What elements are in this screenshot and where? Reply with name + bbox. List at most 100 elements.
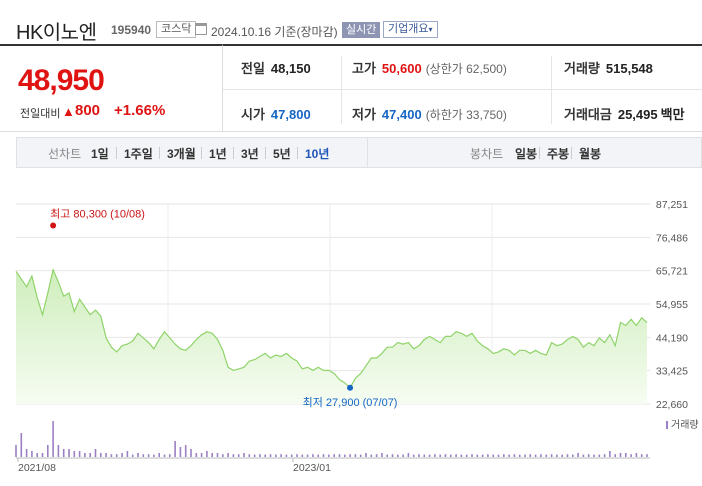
- volume-bar: [646, 454, 648, 457]
- volume-bar: [169, 454, 171, 457]
- volume-bar: [359, 454, 362, 457]
- volume-bar: [556, 454, 558, 457]
- volume-bar: [614, 454, 616, 457]
- live-quote-button[interactable]: 실시간: [342, 22, 381, 38]
- volume-bar: [587, 454, 590, 457]
- volume-bar: [62, 449, 65, 457]
- price-stats: 전일 48,150 고가 50,600 (상한가 62,500) 거래량 515,548…: [223, 44, 702, 132]
- tab-monthly[interactable]: 월봉: [579, 147, 602, 161]
- tab-daily[interactable]: 일봉: [515, 147, 538, 161]
- volume-bar: [513, 454, 516, 457]
- volume-bar: [460, 454, 463, 457]
- volume-bar: [397, 454, 399, 457]
- y-tick-label: 76,486: [656, 232, 688, 244]
- tab-divider: [539, 147, 540, 159]
- volume-bar: [110, 454, 113, 457]
- volume-bar: [237, 454, 240, 457]
- volume-bar: [153, 454, 155, 457]
- volume-bar: [31, 451, 33, 457]
- volume-bar: [248, 454, 251, 457]
- tab-1day[interactable]: 1일: [91, 147, 109, 161]
- tab-1week[interactable]: 1주일: [124, 147, 153, 161]
- volume-bar: [518, 454, 521, 457]
- tab-3month[interactable]: 3개월: [167, 147, 196, 161]
- change-percent: +1.66%: [114, 102, 166, 119]
- volume-bar: [412, 454, 415, 457]
- current-price: 48,950: [18, 64, 105, 97]
- volume-bar: [503, 454, 505, 457]
- volume-bar: [243, 453, 245, 457]
- company-info-button[interactable]: 기업개요▾: [383, 21, 438, 38]
- tab-3year[interactable]: 3년: [241, 147, 259, 161]
- volume-legend-swatch: [666, 421, 668, 429]
- quote-date: 2024.10.16 기준(장마감): [211, 25, 338, 39]
- volume-bar: [105, 453, 107, 457]
- volume-bar: [317, 454, 319, 457]
- stat-volume: 거래량 515,548: [564, 61, 653, 76]
- x-tick-label: 2021/08: [18, 462, 56, 474]
- volume-bar: [508, 454, 510, 457]
- volume-bar: [349, 454, 351, 457]
- volume-bar: [259, 454, 261, 457]
- volume-bar: [476, 454, 479, 457]
- tab-divider: [297, 147, 298, 159]
- volume-bar: [264, 454, 266, 457]
- volume-bar: [158, 453, 160, 457]
- tab-divider: [233, 147, 234, 159]
- volume-bar: [126, 451, 129, 457]
- volume-bar: [370, 454, 373, 457]
- volume-bar: [15, 445, 17, 457]
- volume-bar: [163, 454, 166, 457]
- x-axis-labels: 2021/08 2023/01: [17, 458, 331, 474]
- volume-bar: [582, 454, 585, 457]
- tab-10year[interactable]: 10년: [305, 147, 330, 161]
- volume-bar: [550, 454, 553, 457]
- volume-bar: [280, 454, 282, 457]
- volume-bar: [227, 453, 229, 457]
- volume-bar: [481, 454, 484, 457]
- stat-low: 저가 47,400 (하한가 33,750): [352, 107, 507, 122]
- volume-bar: [338, 454, 341, 457]
- price-chart[interactable]: 87,251 76,486 65,721 54,955 44,190 33,425 22,6…: [0, 186, 702, 486]
- volume-bar: [306, 454, 309, 457]
- y-tick-label: 33,425: [656, 366, 688, 378]
- y-tick-label: 87,251: [656, 199, 688, 211]
- volume-bar: [200, 453, 203, 457]
- volume-bar: [322, 454, 325, 457]
- volume-bar: [47, 445, 49, 457]
- change-value: 800: [75, 102, 101, 119]
- volume-bar: [375, 454, 378, 457]
- volume-bar: [534, 454, 537, 457]
- volume-bar: [635, 453, 638, 457]
- volume-bar: [566, 454, 569, 457]
- tab-1year[interactable]: 1년: [209, 147, 227, 161]
- volume-bar: [455, 454, 457, 457]
- stock-name: HK이노엔: [16, 22, 97, 44]
- volume-bar: [73, 451, 76, 457]
- volume-bar: [402, 454, 404, 457]
- volume-bar: [142, 454, 145, 457]
- volume-bar: [344, 454, 346, 457]
- volume-bar: [381, 453, 383, 457]
- volume-bar: [439, 454, 441, 457]
- volume-bar: [275, 454, 277, 457]
- volume-bar: [529, 454, 532, 457]
- y-tick-label: 44,190: [656, 332, 688, 344]
- row-divider: [223, 89, 702, 90]
- volume-bar: [269, 454, 272, 457]
- change-label: 전일대비: [20, 108, 61, 120]
- volume-bar: [78, 451, 81, 457]
- stat-open: 시가 47,800: [241, 107, 311, 122]
- volume-bar: [444, 454, 447, 457]
- volume-bar: [216, 453, 219, 457]
- volume-bar: [301, 454, 304, 457]
- tab-divider: [201, 147, 202, 159]
- y-tick-label: 65,721: [656, 266, 688, 278]
- tab-5year[interactable]: 5년: [273, 147, 291, 161]
- volume-bar: [206, 451, 208, 457]
- tab-divider: [116, 147, 117, 159]
- tab-weekly[interactable]: 주봉: [547, 147, 570, 161]
- candle-chart-label: 봉차트: [470, 147, 504, 161]
- volume-bar: [561, 454, 563, 457]
- volume-bar: [418, 454, 420, 457]
